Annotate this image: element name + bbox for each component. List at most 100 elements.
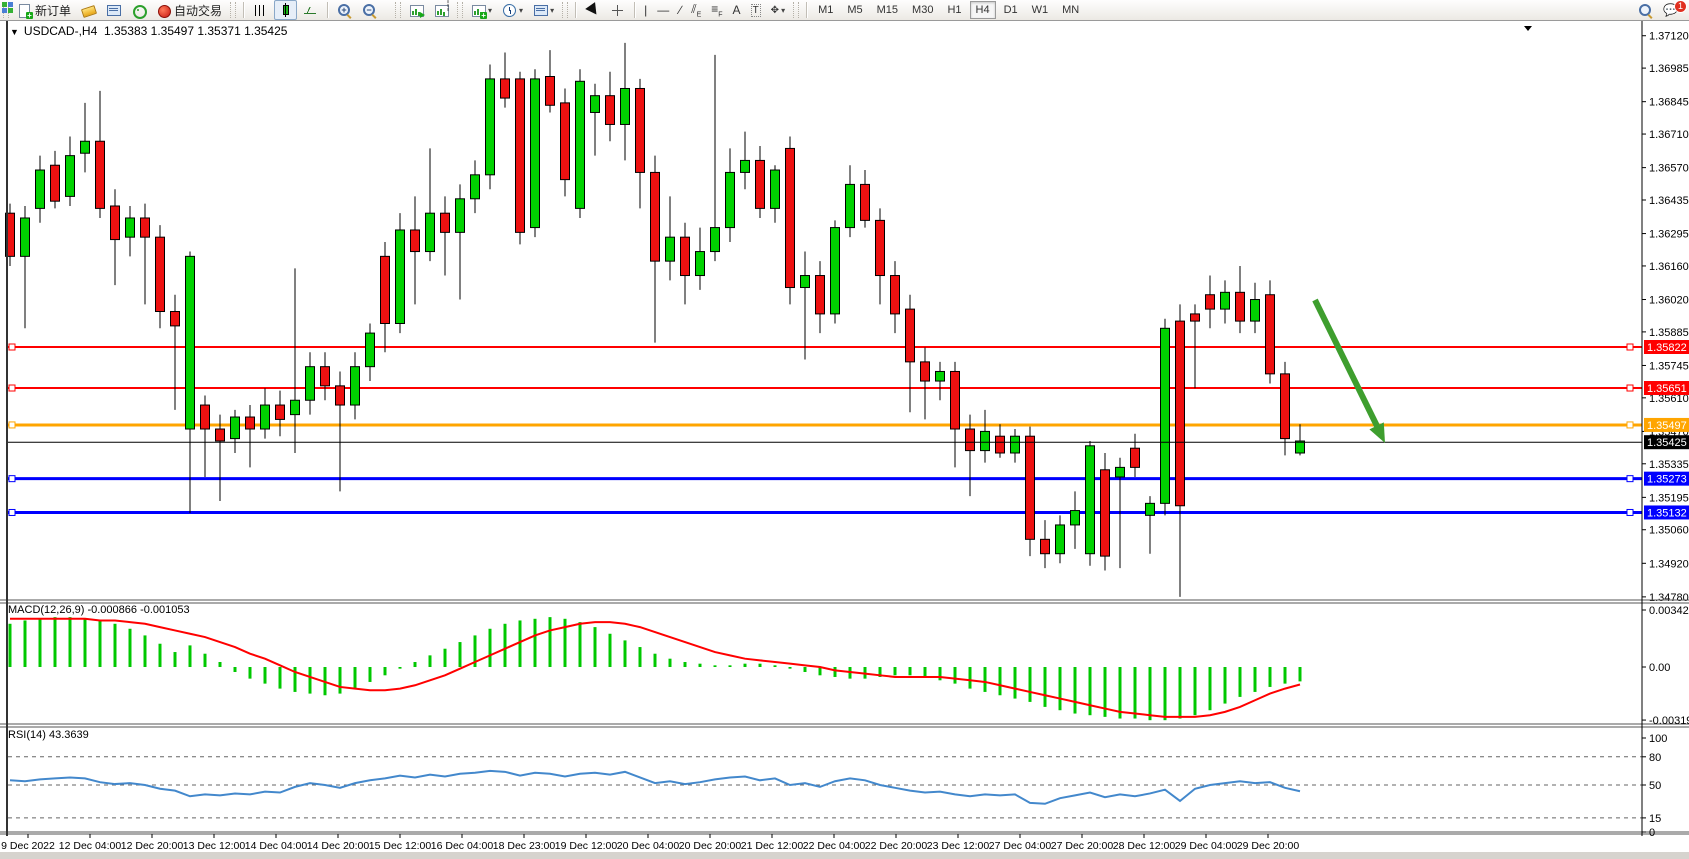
candle-down[interactable] xyxy=(785,147,795,289)
candle-up[interactable] xyxy=(830,227,840,315)
candle-up[interactable] xyxy=(290,399,300,416)
candle-up[interactable] xyxy=(350,366,360,406)
candle-up[interactable] xyxy=(845,183,855,229)
candle-down[interactable] xyxy=(1190,313,1200,322)
candle-down[interactable] xyxy=(605,95,615,125)
candle-down[interactable] xyxy=(635,87,645,173)
candle-up[interactable] xyxy=(1070,510,1080,526)
candle-up[interactable] xyxy=(575,80,585,209)
zoom-out-button[interactable]: − xyxy=(358,0,381,20)
candle-up[interactable] xyxy=(470,174,480,200)
candle-up[interactable] xyxy=(65,155,75,197)
timeframe-mn[interactable]: MN xyxy=(1062,4,1080,16)
candle-down[interactable] xyxy=(650,171,660,262)
candle-up[interactable] xyxy=(485,78,495,176)
add-indicator-button[interactable]: + ▾ xyxy=(467,0,496,20)
hline-handle[interactable] xyxy=(1626,384,1634,392)
candle-up[interactable] xyxy=(1250,299,1260,322)
candle-down[interactable] xyxy=(155,236,165,313)
candle-down[interactable] xyxy=(215,428,225,442)
candle-down[interactable] xyxy=(905,308,915,363)
candle-up[interactable] xyxy=(125,217,135,238)
chart-bars-button[interactable] xyxy=(249,0,272,20)
charts-window-button[interactable] xyxy=(102,0,125,20)
hline-handle[interactable] xyxy=(8,384,16,392)
candle-up[interactable] xyxy=(1295,440,1305,454)
crosshair-button[interactable] xyxy=(606,0,629,20)
candle-up[interactable] xyxy=(395,229,405,324)
template-button[interactable]: ▾ xyxy=(529,0,558,20)
timeframe-h1[interactable]: H1 xyxy=(947,4,962,16)
candle-up[interactable] xyxy=(1220,291,1230,310)
candle-down[interactable] xyxy=(245,416,255,430)
hline-handle[interactable] xyxy=(8,475,16,483)
candle-up[interactable] xyxy=(1115,466,1125,478)
candle-down[interactable] xyxy=(950,370,960,430)
vline-tool-button[interactable]: | xyxy=(640,0,651,20)
candle-down[interactable] xyxy=(1235,291,1245,322)
candle-down[interactable] xyxy=(5,212,15,257)
hline-handle[interactable] xyxy=(1626,475,1634,483)
search-button[interactable] xyxy=(1634,0,1657,20)
arrows-tool-button[interactable]: ✥ ▾ xyxy=(770,4,786,16)
candle-down[interactable] xyxy=(755,159,765,209)
candle-up[interactable] xyxy=(710,227,720,253)
candle-up[interactable] xyxy=(530,78,540,229)
text-tool-button[interactable]: A xyxy=(729,0,745,20)
timeframe-m30[interactable]: M30 xyxy=(912,4,934,16)
candle-down[interactable] xyxy=(1040,538,1050,555)
candle-down[interactable] xyxy=(335,385,345,406)
candle-up[interactable] xyxy=(80,140,90,154)
candle-down[interactable] xyxy=(1025,435,1035,540)
trend-arrow-annotation[interactable] xyxy=(1312,298,1385,443)
cursor-button[interactable] xyxy=(581,0,605,23)
ticket-button[interactable] xyxy=(77,0,100,20)
candle-down[interactable] xyxy=(410,229,420,253)
candle-up[interactable] xyxy=(1145,502,1155,516)
candle-down[interactable] xyxy=(515,78,525,233)
price-chart[interactable]: 1.37120 1.36985 1.36845 1.36710 1.36570 1.364… xyxy=(0,21,1689,859)
candle-down[interactable] xyxy=(920,361,930,382)
candle-down[interactable] xyxy=(275,404,285,420)
hline-handle[interactable] xyxy=(1626,421,1634,429)
candle-down[interactable] xyxy=(1205,294,1215,310)
timeframe-w1[interactable]: W1 xyxy=(1031,4,1049,16)
candle-up[interactable] xyxy=(770,169,780,209)
periods-button[interactable]: ▾ xyxy=(498,0,527,20)
hline-handle[interactable] xyxy=(8,343,16,351)
fibonacci-tool-button[interactable]: ≡F xyxy=(707,0,726,20)
candle-down[interactable] xyxy=(110,205,120,241)
candle-up[interactable] xyxy=(935,370,945,382)
timeframe-m1[interactable]: M1 xyxy=(818,4,834,16)
timeframe-d1[interactable]: D1 xyxy=(1003,4,1018,16)
hline-handle[interactable] xyxy=(8,421,16,429)
candle-down[interactable] xyxy=(1280,373,1290,440)
chart-shift-button[interactable]: ┆ xyxy=(430,0,453,20)
candle-up[interactable] xyxy=(260,404,270,430)
candle-up[interactable] xyxy=(1160,327,1170,504)
candle-down[interactable] xyxy=(680,236,690,277)
candle-up[interactable] xyxy=(665,236,675,262)
new-order-button[interactable]: + 新订单 xyxy=(13,0,75,20)
candle-up[interactable] xyxy=(365,332,375,368)
candle-down[interactable] xyxy=(1130,447,1140,468)
zoom-in-button[interactable]: + xyxy=(333,0,356,20)
candle-up[interactable] xyxy=(1055,524,1065,555)
candle-up[interactable] xyxy=(455,198,465,233)
navigator-button[interactable] xyxy=(127,0,150,20)
timeframe-m15[interactable]: M15 xyxy=(876,4,899,16)
candle-up[interactable] xyxy=(620,87,630,125)
chat-button[interactable]: 💬 1 xyxy=(1659,0,1687,20)
autoscroll-button[interactable] xyxy=(405,0,428,20)
candle-down[interactable] xyxy=(95,140,105,209)
candle-down[interactable] xyxy=(380,255,390,324)
candle-up[interactable] xyxy=(305,366,315,401)
candle-down[interactable] xyxy=(50,164,60,202)
candle-up[interactable] xyxy=(725,171,735,229)
hline-handle[interactable] xyxy=(1626,508,1634,516)
candle-down[interactable] xyxy=(545,75,555,106)
candle-up[interactable] xyxy=(1010,435,1020,454)
candle-down[interactable] xyxy=(1100,469,1110,557)
hline-handle[interactable] xyxy=(8,508,16,516)
candle-down[interactable] xyxy=(560,102,570,181)
